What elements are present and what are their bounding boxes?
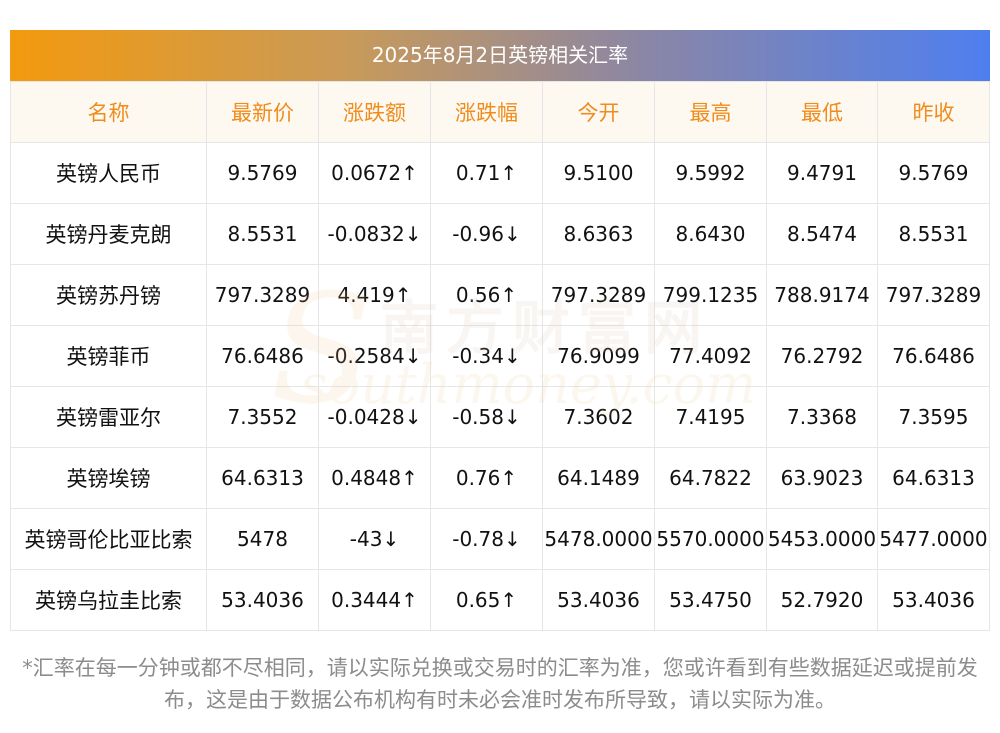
cell-latest: 9.5769 [206, 142, 319, 204]
cell-open: 7.3602 [542, 386, 655, 448]
cell-open: 76.9099 [542, 325, 655, 387]
disclaimer-note: *汇率在每一分钟或都不尽相同，请以实际兑换或交易时的汇率为准，您或许看到有些数据… [22, 656, 978, 712]
cell-high: 7.4195 [654, 386, 767, 448]
table-row: 英镑哥伦比亚比索 5478 -43↓ -0.78↓ 5478.0000 5570.0000… [10, 508, 990, 570]
table-row: 英镑丹麦克朗 8.5531 -0.0832↓ -0.96↓ 8.6363 8.6430 8.… [10, 203, 990, 265]
cell-low: 788.9174 [766, 264, 878, 326]
table-header-row: 名称 最新价 涨跌额 涨跌幅 今开 最高 最低 昨收 [10, 81, 990, 143]
cell-latest: 7.3552 [206, 386, 319, 448]
cell-change-pct: -0.78↓ [430, 508, 543, 570]
cell-name: 英镑埃镑 [10, 447, 207, 509]
cell-change: -0.2584↓ [318, 325, 431, 387]
cell-open: 5478.0000 [542, 508, 655, 570]
cell-low: 7.3368 [766, 386, 878, 448]
cell-change-pct: -0.96↓ [430, 203, 543, 265]
table-row: 英镑埃镑 64.6313 0.4848↑ 0.76↑ 64.1489 64.7822 63.… [10, 447, 990, 509]
cell-change-pct: 0.76↑ [430, 447, 543, 509]
cell-latest: 53.4036 [206, 569, 319, 631]
cell-prev-close: 7.3595 [877, 386, 990, 448]
cell-latest: 5478 [206, 508, 319, 570]
cell-open: 8.6363 [542, 203, 655, 265]
cell-high: 9.5992 [654, 142, 767, 204]
cell-change-pct: -0.34↓ [430, 325, 543, 387]
cell-prev-close: 76.6486 [877, 325, 990, 387]
header-name: 名称 [10, 81, 207, 143]
cell-prev-close: 8.5531 [877, 203, 990, 265]
page-title: 2025年8月2日英镑相关汇率 [10, 30, 990, 81]
cell-name: 英镑人民币 [10, 142, 207, 204]
table-row: 英镑人民币 9.5769 0.0672↑ 0.71↑ 9.5100 9.5992 9.479… [10, 142, 990, 204]
cell-change-pct: 0.71↑ [430, 142, 543, 204]
table-row: 英镑苏丹镑 797.3289 4.419↑ 0.56↑ 797.3289 799.1235… [10, 264, 990, 326]
cell-name: 英镑菲币 [10, 325, 207, 387]
cell-change: 4.419↑ [318, 264, 431, 326]
cell-latest: 76.6486 [206, 325, 319, 387]
header-prev-close: 昨收 [877, 81, 990, 143]
header-latest: 最新价 [206, 81, 319, 143]
cell-change-pct: 0.65↑ [430, 569, 543, 631]
table-row: 英镑菲币 76.6486 -0.2584↓ -0.34↓ 76.9099 77.4092 7… [10, 325, 990, 387]
cell-change-pct: 0.56↑ [430, 264, 543, 326]
cell-low: 52.7920 [766, 569, 878, 631]
cell-open: 9.5100 [542, 142, 655, 204]
cell-change: 0.0672↑ [318, 142, 431, 204]
cell-latest: 64.6313 [206, 447, 319, 509]
cell-change-pct: -0.58↓ [430, 386, 543, 448]
header-change: 涨跌额 [318, 81, 431, 143]
cell-low: 8.5474 [766, 203, 878, 265]
cell-open: 797.3289 [542, 264, 655, 326]
cell-name: 英镑雷亚尔 [10, 386, 207, 448]
cell-open: 53.4036 [542, 569, 655, 631]
header-change-pct: 涨跌幅 [430, 81, 543, 143]
cell-high: 53.4750 [654, 569, 767, 631]
cell-name: 英镑哥伦比亚比索 [10, 508, 207, 570]
cell-change: 0.3444↑ [318, 569, 431, 631]
cell-prev-close: 797.3289 [877, 264, 990, 326]
cell-name: 英镑苏丹镑 [10, 264, 207, 326]
cell-high: 5570.0000 [654, 508, 767, 570]
cell-high: 77.4092 [654, 325, 767, 387]
cell-high: 799.1235 [654, 264, 767, 326]
cell-open: 64.1489 [542, 447, 655, 509]
cell-low: 5453.0000 [766, 508, 878, 570]
cell-prev-close: 64.6313 [877, 447, 990, 509]
exchange-rate-table: 名称 最新价 涨跌额 涨跌幅 今开 最高 最低 昨收 英镑人民币 9.5769 0.… [10, 81, 990, 631]
cell-name: 英镑丹麦克朗 [10, 203, 207, 265]
cell-latest: 8.5531 [206, 203, 319, 265]
header-high: 最高 [654, 81, 767, 143]
cell-high: 64.7822 [654, 447, 767, 509]
cell-high: 8.6430 [654, 203, 767, 265]
cell-change: -43↓ [318, 508, 431, 570]
cell-change: -0.0832↓ [318, 203, 431, 265]
header-low: 最低 [766, 81, 878, 143]
cell-name: 英镑乌拉圭比索 [10, 569, 207, 631]
cell-latest: 797.3289 [206, 264, 319, 326]
table-row: 英镑乌拉圭比索 53.4036 0.3444↑ 0.65↑ 53.4036 53.4750… [10, 569, 990, 631]
cell-prev-close: 53.4036 [877, 569, 990, 631]
cell-change: -0.0428↓ [318, 386, 431, 448]
cell-low: 9.4791 [766, 142, 878, 204]
cell-low: 63.9023 [766, 447, 878, 509]
cell-prev-close: 5477.0000 [877, 508, 990, 570]
cell-change: 0.4848↑ [318, 447, 431, 509]
cell-prev-close: 9.5769 [877, 142, 990, 204]
header-open: 今开 [542, 81, 655, 143]
table-row: 英镑雷亚尔 7.3552 -0.0428↓ -0.58↓ 7.3602 7.4195 7.3… [10, 386, 990, 448]
cell-low: 76.2792 [766, 325, 878, 387]
